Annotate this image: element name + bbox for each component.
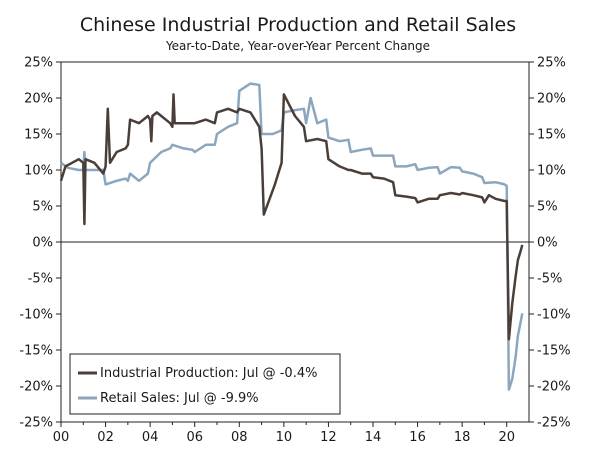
x-tick-label: 16 — [409, 430, 426, 445]
series-line-retail-sales — [60, 82, 524, 391]
x-tick-label: 08 — [231, 430, 248, 445]
x-tick-label: 00 — [53, 430, 70, 445]
y-tick-label-left: -20% — [19, 380, 53, 395]
y-tick-label-right: 15% — [537, 128, 566, 143]
series-line-industrial-production — [59, 93, 524, 341]
y-tick-label-left: -10% — [19, 308, 53, 323]
chart-subtitle: Year-to-Date, Year-over-Year Percent Cha… — [165, 39, 430, 53]
x-tick-label: 10 — [276, 430, 293, 445]
y-tick-label-right: -10% — [537, 308, 571, 323]
y-tick-label-left: -5% — [28, 272, 53, 287]
x-tick-label: 18 — [454, 430, 471, 445]
y-tick-label-right: 20% — [537, 92, 566, 107]
x-tick-label: 02 — [97, 430, 114, 445]
legend: Industrial Production: Jul @ -0.4% Retai… — [69, 353, 341, 415]
y-tick-label-left: 20% — [24, 92, 53, 107]
y-tick-label-left: 5% — [32, 200, 53, 215]
y-tick-label-left: 10% — [24, 164, 53, 179]
legend-label-retail-sales: Retail Sales: Jul @ -9.9% — [100, 391, 259, 406]
y-tick-label-left: -15% — [19, 344, 53, 359]
x-tick-label: 12 — [320, 430, 337, 445]
x-tick-label: 04 — [142, 430, 159, 445]
x-tick-label: 14 — [365, 430, 382, 445]
legend-box — [69, 353, 341, 415]
y-tick-label-left: 15% — [24, 128, 53, 143]
chart-title: Chinese Industrial Production and Retail… — [80, 14, 516, 36]
y-tick-label-right: -5% — [537, 272, 562, 287]
x-tick-label: 06 — [186, 430, 203, 445]
y-tick-label-left: 0% — [32, 236, 53, 251]
y-tick-label-right: -15% — [537, 344, 571, 359]
y-tick-label-right: 10% — [537, 164, 566, 179]
y-tick-label-right: -25% — [537, 416, 571, 431]
y-tick-label-left: 25% — [24, 56, 53, 71]
y-tick-label-right: 0% — [537, 236, 558, 251]
y-tick-label-right: 25% — [537, 56, 566, 71]
y-tick-label-left: -25% — [19, 416, 53, 431]
y-tick-label-right: 5% — [537, 200, 558, 215]
y-tick-label-right: -20% — [537, 380, 571, 395]
x-tick-label: 20 — [498, 430, 515, 445]
legend-label-industrial-production: Industrial Production: Jul @ -0.4% — [100, 366, 317, 381]
